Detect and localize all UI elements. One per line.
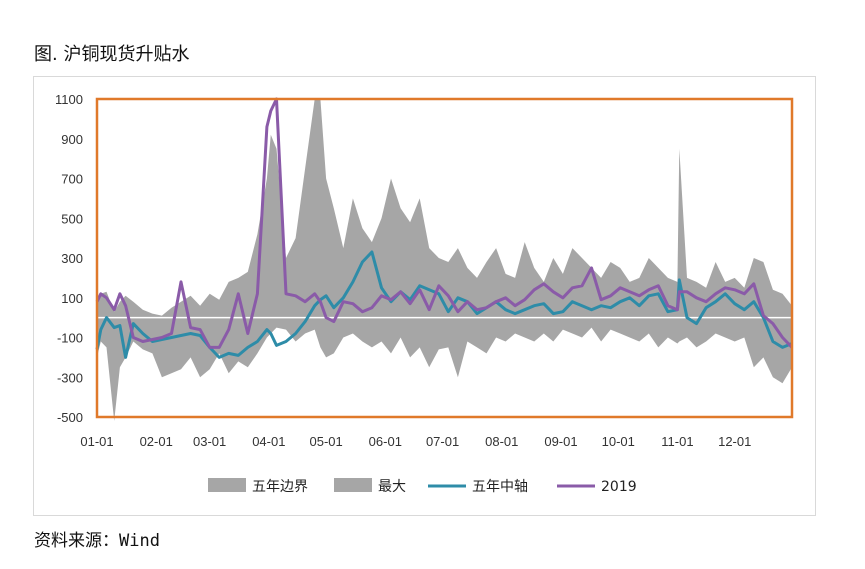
y-tick-label: -500 (57, 410, 83, 425)
legend-swatch (208, 478, 246, 492)
line-layer (95, 97, 794, 359)
legend-swatch (334, 478, 372, 492)
x-tick-label: 05-01 (309, 434, 342, 449)
chart-frame (33, 76, 816, 516)
band-area-0 (97, 99, 792, 421)
y-tick-label: 1100 (55, 92, 83, 107)
plot-area-box (95, 97, 794, 419)
x-tick-label: 01-01 (80, 434, 113, 449)
x-tick-label: 10-01 (602, 434, 635, 449)
x-tick-label: 02-01 (140, 434, 173, 449)
y-tick-label: 700 (61, 172, 83, 187)
x-tick-label: 08-01 (485, 434, 518, 449)
x-axis: 01-01 02-01 03-01 04-01 05-01 06-01 07-01 08-01… (80, 434, 751, 449)
legend-label: 最大 (378, 479, 406, 495)
legend: 五年边界 最大 五年中轴 2019 (208, 478, 637, 495)
band-layer (97, 99, 792, 421)
y-tick-label: -300 (57, 370, 83, 385)
figure-title: 图. 沪铜现货升贴水 (34, 44, 190, 65)
series-line-1 (95, 97, 794, 349)
x-tick-label: 07-01 (426, 434, 459, 449)
y-tick-label: 300 (61, 251, 83, 266)
legend-label: 2019 (601, 479, 637, 495)
legend-label: 五年中轴 (472, 479, 528, 495)
y-tick-label: 100 (61, 291, 83, 306)
y-axis: -500 -300 -100 100 300 500 700 900 1100 (55, 92, 83, 425)
x-tick-label: 04-01 (252, 434, 285, 449)
legend-label: 五年边界 (252, 479, 308, 495)
y-tick-label: 900 (61, 132, 83, 147)
y-tick-label: 500 (61, 211, 83, 226)
x-tick-label: 06-01 (369, 434, 402, 449)
x-tick-label: 11-01 (661, 434, 693, 449)
x-tick-label: 12-01 (718, 434, 751, 449)
y-tick-label: -100 (57, 331, 83, 346)
x-tick-label: 03-01 (193, 434, 226, 449)
x-tick-label: 09-01 (544, 434, 577, 449)
source-note: 资料来源：Wind (34, 531, 160, 551)
